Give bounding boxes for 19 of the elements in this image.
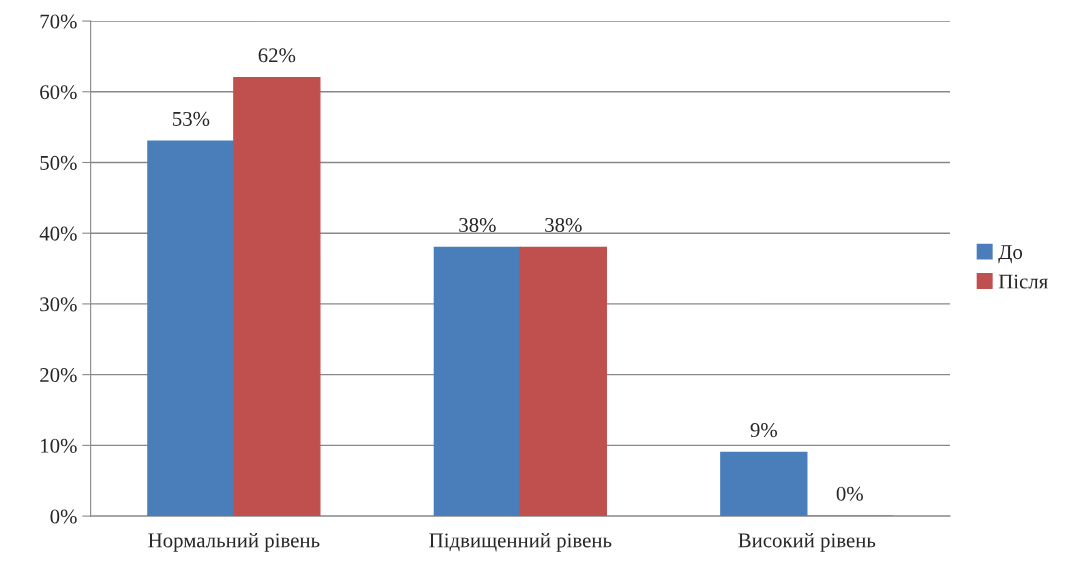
x-tick-label: Нормальний рівень [148, 532, 320, 552]
legend-label: До [998, 245, 1023, 264]
y-tick-label: 0% [50, 509, 77, 524]
data-label: 9% [750, 423, 778, 438]
x-tick-label: Високий рівень [738, 532, 876, 552]
y-tick-label: 30% [40, 297, 77, 312]
y-tick-label: 40% [39, 226, 77, 241]
y-tick-label: 50% [40, 155, 77, 170]
data-label: 62% [258, 48, 296, 63]
legend-label: Після [998, 274, 1048, 289]
data-label: 38% [545, 217, 582, 233]
data-label: 0% [836, 486, 863, 501]
y-tick-label: 10% [41, 438, 77, 453]
x-tick-label: Підвищенний рівень [429, 532, 612, 552]
y-tick-label: 20% [40, 368, 77, 383]
y-tick-label: 70% [40, 14, 77, 29]
data-label: 38% [459, 217, 496, 233]
data-label: 53% [173, 111, 210, 126]
y-tick-label: 60% [40, 85, 77, 100]
